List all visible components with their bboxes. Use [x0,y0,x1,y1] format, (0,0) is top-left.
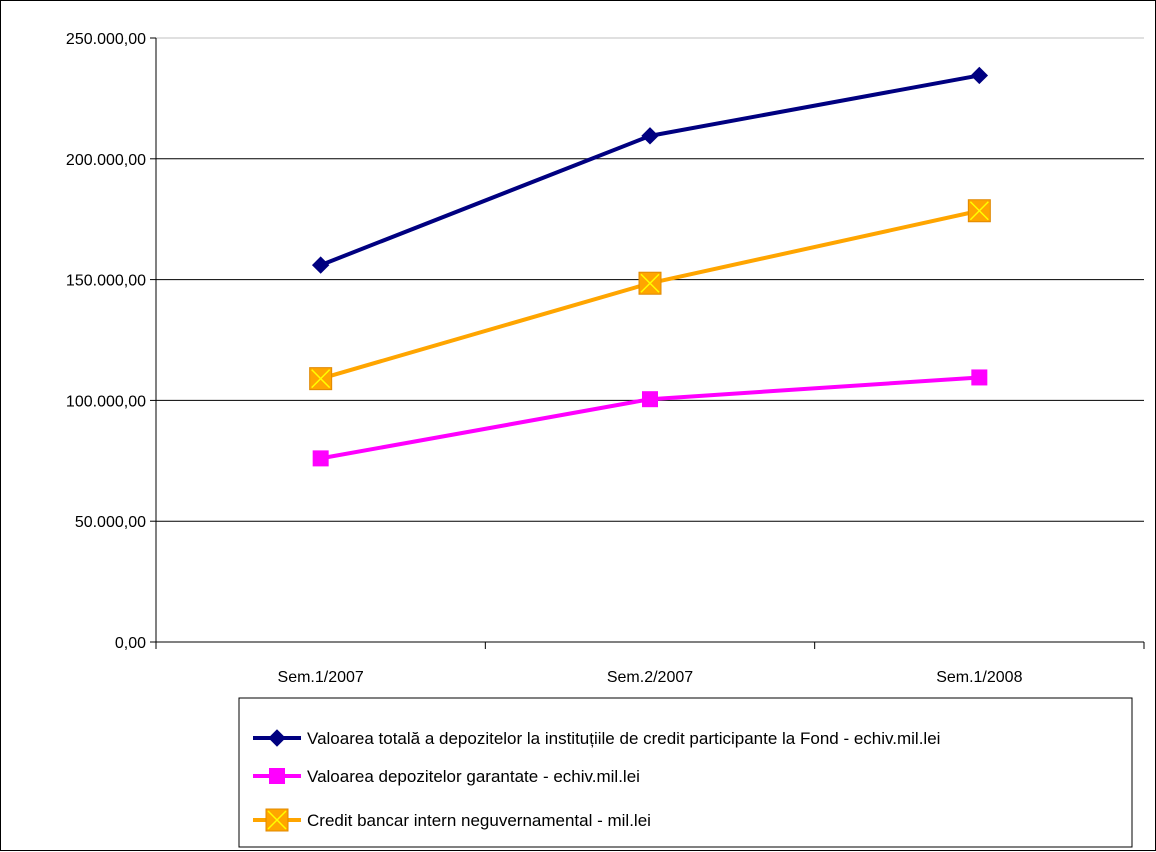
data-point-2-3 [971,369,987,385]
y-tick-label: 100.000,00 [66,393,146,410]
y-tick-label: 250.000,00 [66,31,146,48]
legend-swatch-marker [269,768,285,784]
data-point-2-2 [642,391,658,407]
data-point-1-3 [971,67,987,83]
y-tick-label: 50.000,00 [75,514,146,531]
x-tick-label: Sem.1/2008 [936,669,1022,686]
data-point-3-1 [310,368,332,390]
legend-label: Valoarea totală a depozitelor la institu… [307,729,940,748]
data-point-1-2 [642,128,658,144]
y-tick-label: 150.000,00 [66,273,146,290]
y-tick-label: 0,00 [115,635,146,652]
x-tick-label: Sem.1/2007 [278,669,364,686]
series-line-2 [321,377,980,458]
data-point-1-1 [313,257,329,273]
y-tick-label: 200.000,00 [66,152,146,169]
axes: 0,00 50.000,00 100.000,00 150.000,00 200.000… [66,31,1144,686]
series-line-1 [321,75,980,265]
legend-label: Valoarea depozitelor garantate - echiv.m… [307,767,640,786]
legend-label: Credit bancar intern neguvernamental - m… [307,811,651,830]
legend: Valoarea totală a depozitelor la institu… [239,698,1132,847]
data-point-3-3 [968,200,990,222]
series-group [310,67,991,466]
x-tick-label: Sem.2/2007 [607,669,693,686]
data-point-2-1 [313,450,329,466]
data-point-3-2 [639,272,661,294]
legend-swatch-marker [266,809,288,831]
